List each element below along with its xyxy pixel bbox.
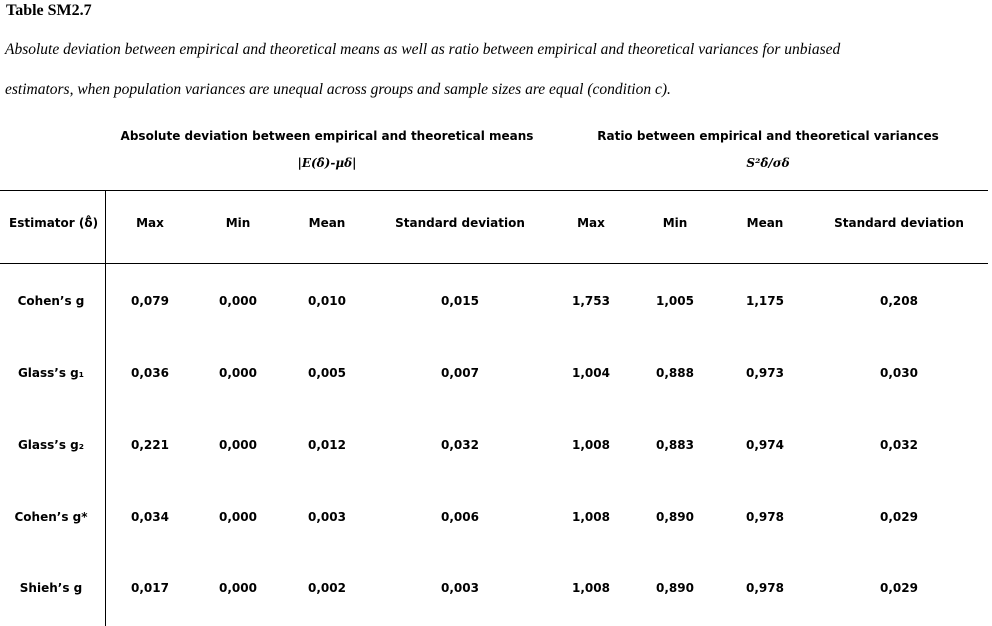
- table-cell: 0,208: [880, 294, 918, 308]
- table-caption-line-1: Absolute deviation between empirical and…: [5, 41, 841, 58]
- table-cell: 0,974: [746, 438, 784, 452]
- column-header: Standard deviation: [834, 216, 964, 230]
- table-cell: 0,006: [441, 510, 479, 524]
- estimator-name: Glass’s g₂: [17, 438, 85, 452]
- table-cell: 0,978: [746, 581, 784, 595]
- table-cell: 0,034: [131, 510, 169, 524]
- table-cell: 0,003: [441, 581, 479, 595]
- table-cell: 0,883: [656, 438, 694, 452]
- table-title: Table SM2.7: [6, 2, 92, 19]
- group-header-means: Absolute deviation between empirical and…: [120, 129, 534, 143]
- table-cell: 0,015: [441, 294, 479, 308]
- table-cell: 0,003: [308, 510, 346, 524]
- group-formula-variances: S²δ̂/σδ: [746, 156, 790, 170]
- column-header: Max: [577, 216, 605, 230]
- table-cell: 0,000: [219, 581, 257, 595]
- column-header: Standard deviation: [395, 216, 525, 230]
- row-header-divider: [105, 190, 106, 626]
- table-cell: 0,010: [308, 294, 346, 308]
- table-cell: 1,753: [572, 294, 610, 308]
- table-cell: 0,029: [880, 510, 918, 524]
- table-cell: 0,029: [880, 581, 918, 595]
- table-cell: 0,221: [131, 438, 169, 452]
- table-cell: 1,008: [572, 510, 610, 524]
- table-cell: 0,030: [880, 366, 918, 380]
- table-cell: 1,004: [572, 366, 610, 380]
- table-cell: 0,012: [308, 438, 346, 452]
- table-cell: 1,008: [572, 581, 610, 595]
- table-cell: 1,005: [656, 294, 694, 308]
- column-header: Min: [225, 216, 251, 230]
- table-cell: 1,008: [572, 438, 610, 452]
- table-cell: 0,036: [131, 366, 169, 380]
- table-cell: 0,000: [219, 366, 257, 380]
- table-header-rule: [0, 263, 988, 264]
- estimator-name: Cohen’s g*: [14, 510, 88, 524]
- row-header-label: Estimator (δ̂): [9, 216, 99, 230]
- table-cell: 0,007: [441, 366, 479, 380]
- column-header: Mean: [746, 216, 784, 230]
- table-cell: 0,890: [656, 581, 694, 595]
- table-cell: 0,000: [219, 510, 257, 524]
- group-header-variances: Ratio between empirical and theoretical …: [597, 129, 939, 143]
- table-cell: 0,888: [656, 366, 694, 380]
- column-header: Mean: [308, 216, 346, 230]
- table-cell: 0,890: [656, 510, 694, 524]
- table-cell: 0,079: [131, 294, 169, 308]
- table-cell: 0,032: [880, 438, 918, 452]
- table-cell: 0,017: [131, 581, 169, 595]
- column-header: Min: [662, 216, 688, 230]
- estimator-name: Cohen’s g: [17, 294, 85, 308]
- table-cell: 0,000: [219, 438, 257, 452]
- table-caption-line-2: estimators, when population variances ar…: [5, 81, 671, 98]
- table-cell: 1,175: [746, 294, 784, 308]
- table-top-rule: [0, 190, 988, 191]
- table-cell: 0,973: [746, 366, 784, 380]
- group-formula-means: |E(δ̂)-μδ|: [297, 156, 357, 170]
- table-cell: 0,002: [308, 581, 346, 595]
- estimator-name: Glass’s g₁: [17, 366, 85, 380]
- table-cell: 0,000: [219, 294, 257, 308]
- estimator-name: Shieh’s g: [19, 581, 83, 595]
- column-header: Max: [136, 216, 164, 230]
- table-cell: 0,005: [308, 366, 346, 380]
- table-cell: 0,032: [441, 438, 479, 452]
- table-cell: 0,978: [746, 510, 784, 524]
